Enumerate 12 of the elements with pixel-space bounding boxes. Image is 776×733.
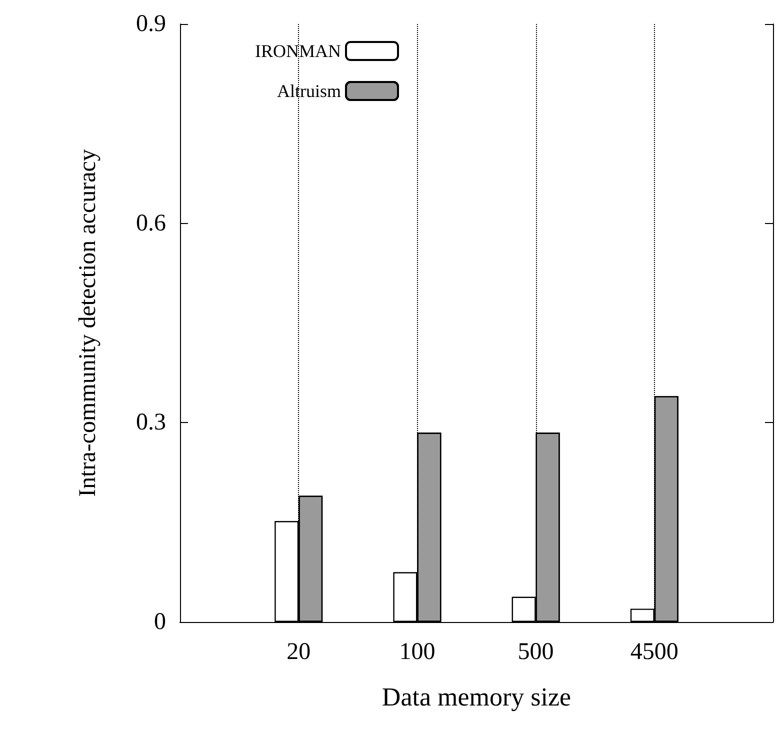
x-tick-label: 20 <box>286 639 311 665</box>
x-axis-title: Data memory size <box>382 682 572 712</box>
legend-label: IRONMAN <box>254 41 341 61</box>
y-axis-title: Intra-community detection accuracy <box>75 149 101 497</box>
y-tick-label: 0 <box>154 609 166 635</box>
y-tick-label: 0.3 <box>136 410 166 436</box>
y-tick-label: 0.9 <box>136 11 166 37</box>
legend-label: Altruism <box>276 81 341 101</box>
x-tick-label: 100 <box>399 639 436 665</box>
x-tick-label: 500 <box>518 639 554 665</box>
y-tick-label: 0.6 <box>136 210 166 236</box>
x-tick-label: 4500 <box>630 639 678 665</box>
